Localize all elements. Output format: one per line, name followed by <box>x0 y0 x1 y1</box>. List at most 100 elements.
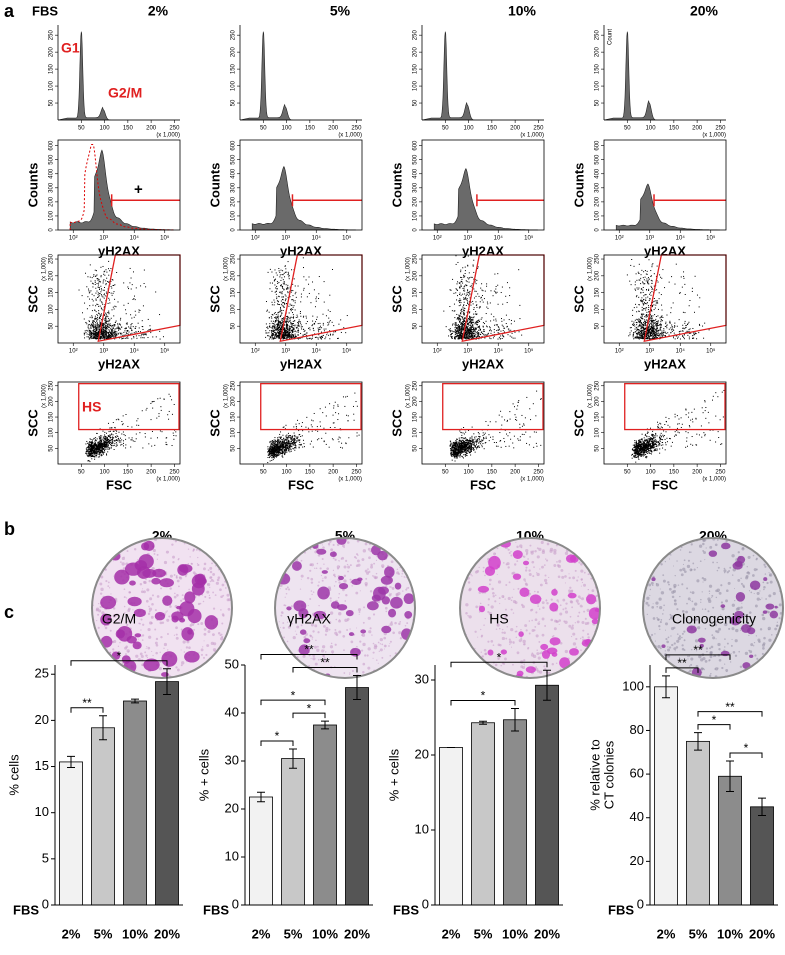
event <box>98 333 100 335</box>
event <box>115 333 117 335</box>
event <box>456 289 458 291</box>
event <box>476 336 478 338</box>
event <box>275 287 277 289</box>
event <box>460 271 462 273</box>
event <box>469 331 471 333</box>
event <box>294 285 296 287</box>
x-axis-label: yH2AX <box>280 243 322 258</box>
event <box>294 324 296 326</box>
event <box>136 331 138 333</box>
event <box>294 302 296 304</box>
event <box>645 309 647 311</box>
event <box>292 320 294 322</box>
event <box>454 332 456 334</box>
event <box>103 450 105 452</box>
histogram <box>239 31 362 121</box>
event <box>477 322 479 324</box>
event <box>291 334 293 336</box>
event <box>120 334 122 336</box>
event <box>698 332 700 334</box>
event <box>278 322 280 324</box>
event <box>95 275 97 277</box>
event <box>289 303 291 305</box>
event <box>94 334 96 336</box>
y-tick-label: 100 <box>413 304 419 315</box>
event <box>90 442 92 444</box>
event <box>114 330 116 332</box>
event <box>489 302 491 304</box>
x-tick-label: 10³ <box>645 349 654 355</box>
event <box>269 325 271 327</box>
event <box>472 300 474 302</box>
event <box>472 322 474 324</box>
x-tick-label: 100 <box>464 126 475 132</box>
event <box>475 301 477 303</box>
event <box>451 332 453 334</box>
event <box>460 332 462 334</box>
event <box>292 336 294 338</box>
event <box>277 300 279 302</box>
event <box>102 437 104 439</box>
event <box>658 329 660 331</box>
event <box>92 446 94 448</box>
event <box>122 445 124 447</box>
event <box>290 435 292 437</box>
event <box>94 328 96 330</box>
event <box>110 444 112 446</box>
event <box>107 337 109 339</box>
event <box>646 273 648 275</box>
event <box>643 329 645 331</box>
event <box>637 329 639 331</box>
event <box>101 301 103 303</box>
event <box>100 451 102 453</box>
event <box>106 441 108 443</box>
event <box>280 331 282 333</box>
event <box>289 325 291 327</box>
event <box>114 436 116 438</box>
event <box>272 328 274 330</box>
event <box>96 318 98 320</box>
event <box>470 321 472 323</box>
event <box>104 326 106 328</box>
event <box>113 444 115 446</box>
event <box>118 326 120 328</box>
event <box>111 444 113 446</box>
event <box>93 446 95 448</box>
event <box>283 289 285 291</box>
event <box>658 335 660 337</box>
event <box>461 331 463 333</box>
event <box>274 443 276 445</box>
event <box>292 283 294 285</box>
event <box>652 323 654 325</box>
event <box>471 337 473 339</box>
event <box>114 305 116 307</box>
event <box>461 335 463 337</box>
event <box>279 304 281 306</box>
y-axis-label: Counts <box>389 163 404 208</box>
event <box>459 318 461 320</box>
event <box>110 337 112 339</box>
event <box>459 321 461 323</box>
event <box>299 312 301 314</box>
event <box>469 329 471 331</box>
event <box>637 319 639 321</box>
event <box>646 336 648 338</box>
x-tick-label: 10⁵ <box>160 235 170 242</box>
event <box>472 334 474 336</box>
event <box>88 454 90 456</box>
event <box>445 326 447 328</box>
event <box>114 321 116 323</box>
event <box>275 328 277 330</box>
event <box>98 293 100 295</box>
event <box>464 336 466 338</box>
event <box>279 329 281 331</box>
event <box>278 326 280 328</box>
event <box>462 322 464 324</box>
event <box>474 313 476 315</box>
event <box>687 334 689 336</box>
event <box>97 296 99 298</box>
event <box>463 329 465 331</box>
event <box>287 331 289 333</box>
event <box>458 326 460 328</box>
event <box>83 332 85 334</box>
